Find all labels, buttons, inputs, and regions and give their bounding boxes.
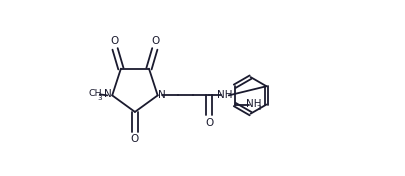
Text: N: N	[158, 90, 166, 100]
Text: N: N	[104, 89, 112, 99]
Text: O: O	[131, 134, 139, 144]
Text: CH: CH	[88, 89, 102, 98]
Text: O: O	[111, 36, 119, 46]
Text: 2: 2	[256, 105, 261, 111]
Text: O: O	[205, 118, 213, 128]
Text: NH: NH	[217, 90, 233, 100]
Text: NH: NH	[246, 99, 261, 109]
Text: 3: 3	[98, 95, 102, 101]
Text: O: O	[151, 36, 159, 46]
